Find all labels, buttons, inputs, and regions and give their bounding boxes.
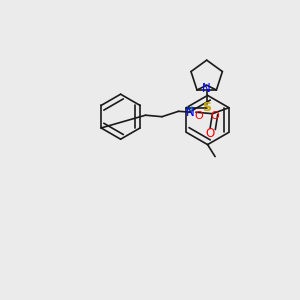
- Text: H: H: [185, 106, 193, 116]
- Text: O: O: [211, 111, 220, 121]
- Text: O: O: [194, 111, 203, 121]
- Text: S: S: [202, 101, 211, 114]
- Text: N: N: [202, 82, 211, 95]
- Text: N: N: [186, 106, 195, 119]
- Text: O: O: [206, 127, 214, 140]
